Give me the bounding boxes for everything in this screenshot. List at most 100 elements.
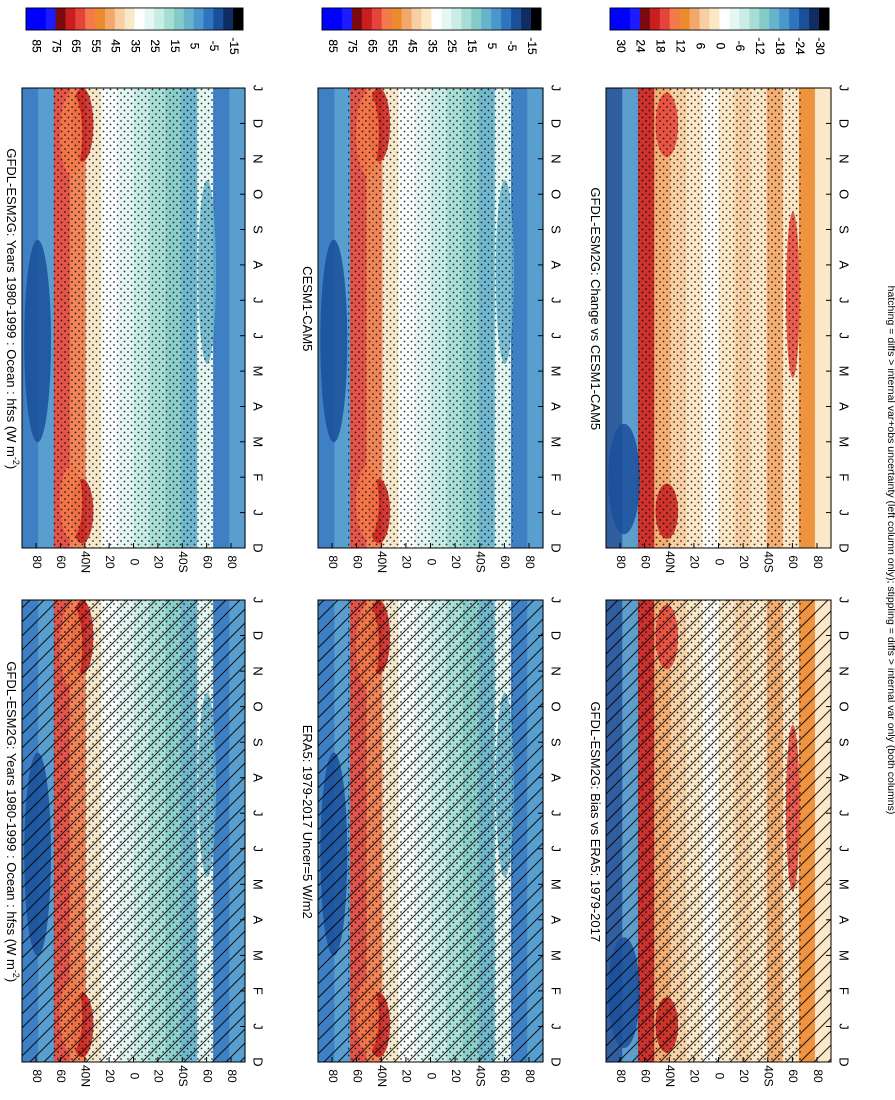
colorbar-label: 24 — [634, 39, 648, 53]
month-label: D — [251, 543, 266, 552]
colorbar-swatch — [749, 8, 760, 30]
colorbar-swatch — [35, 8, 47, 30]
month-label: F — [837, 473, 852, 481]
month-label: A — [251, 402, 266, 411]
colorbar-swatch — [391, 8, 403, 30]
month-label: J — [837, 810, 852, 817]
lat-label: 80 — [225, 555, 239, 569]
lat-label: 40N — [663, 1065, 677, 1087]
lat-label: 60 — [498, 1069, 512, 1083]
lat-label: 40S — [176, 551, 190, 572]
month-label: J — [251, 846, 266, 853]
colorbar-label: 0 — [713, 43, 727, 50]
month-label: D — [549, 543, 564, 552]
colorbar: 85 75 65 55 45 35 25 15 5 -5 -15 — [25, 7, 244, 55]
colorbar-label: -12 — [753, 37, 767, 55]
month-label: J — [837, 597, 852, 604]
colorbar-label: 5 — [188, 43, 202, 50]
colorbar-label: -15 — [227, 37, 241, 55]
month-label: D — [549, 1057, 564, 1066]
panel-title-main: GFDL-ESM2G: Years 1980-1999 : Ocean : hf… — [4, 148, 19, 457]
lat-label: 0 — [424, 1073, 438, 1080]
panel-title: GFDL-ESM2G: Years 1980-1999 : Ocean : hf… — [4, 661, 21, 982]
month-label: O — [549, 702, 564, 712]
colorbar-swatch — [213, 8, 224, 30]
colorbar-swatch — [689, 8, 700, 30]
colorbar-swatch — [75, 8, 86, 30]
lat-label: 40N — [79, 551, 93, 573]
colorbar-label: -15 — [525, 37, 539, 55]
month-label: N — [837, 154, 852, 163]
colorbar-swatch — [421, 8, 432, 30]
month-label: J — [549, 85, 564, 92]
colorbar-label: -6 — [733, 41, 747, 52]
month-label: D — [837, 543, 852, 552]
field-blob — [320, 239, 348, 443]
colorbar-label: 85 — [30, 39, 44, 53]
month-label: A — [837, 773, 852, 782]
lat-label: 80 — [30, 1069, 44, 1083]
colorbar-label: 65 — [69, 39, 83, 53]
lat-label: 20 — [688, 1069, 702, 1083]
month-label: M — [837, 436, 852, 447]
colorbar-swatch — [729, 8, 740, 30]
month-label: D — [549, 119, 564, 128]
colorbar-label: 30 — [614, 39, 628, 53]
month-label: A — [251, 773, 266, 782]
colorbar-swatch — [531, 8, 542, 30]
month-label: O — [251, 702, 266, 712]
month-label: M — [549, 950, 564, 961]
month-label: N — [251, 154, 266, 163]
colorbar-swatch — [471, 8, 482, 30]
month-label: A — [549, 773, 564, 782]
colorbar-swatch — [55, 8, 66, 30]
panel-title: CESM1-CAM5 — [300, 266, 315, 351]
month-label: D — [549, 631, 564, 640]
colorbar-label: -12 — [753, 37, 767, 55]
colorbar-label: 12 — [674, 39, 688, 53]
colorbar-label: 65 — [366, 39, 380, 53]
lat-label: 20 — [449, 555, 463, 569]
lat-label: 80 — [326, 555, 340, 569]
month-label: S — [837, 225, 852, 234]
lat-label: 0 — [127, 1073, 141, 1080]
month-label: J — [251, 597, 266, 604]
colorbar-swatch — [65, 8, 76, 30]
colorbar-label: 15 — [465, 39, 479, 53]
colorbar-swatch — [759, 8, 770, 30]
lat-label: 60 — [638, 1069, 652, 1083]
colorbar-label: 15 — [168, 39, 182, 53]
month-label: D — [837, 119, 852, 128]
colorbar-label: 5 — [485, 43, 499, 50]
panel-title: GFDL-ESM2G: Bias vs ERA5: 1979-2017 — [588, 701, 603, 942]
colorbar-label: -30 — [813, 37, 827, 55]
lat-label: 40N — [79, 1065, 93, 1087]
colorbar-label: 30 — [614, 39, 628, 53]
colorbar-swatch — [104, 8, 116, 30]
month-label: J — [549, 1023, 564, 1030]
lat-label: 20 — [152, 555, 166, 569]
month-label: S — [251, 738, 266, 747]
colorbar-swatch — [461, 8, 472, 30]
field-band — [814, 88, 832, 548]
colorbar-label: -5 — [505, 41, 519, 52]
colorbar-swatch — [401, 8, 412, 30]
lat-label: 40S — [762, 551, 776, 572]
colorbar: 85 75 65 55 45 35 25 15 5 -5 -15 — [321, 7, 542, 55]
colorbar-swatch — [223, 8, 234, 30]
colorbar-swatch — [639, 8, 651, 30]
hatch-overlay — [22, 600, 245, 1062]
colorbar-label: 75 — [346, 39, 360, 53]
colorbar-swatch — [144, 8, 155, 30]
colorbar-swatch — [481, 8, 492, 30]
month-label: O — [837, 189, 852, 199]
lat-label: 40S — [762, 1065, 776, 1086]
panel-title: GFDL-ESM2G: Years 1980-1999 : Ocean : hf… — [4, 148, 21, 469]
colorbar-label: 12 — [674, 39, 688, 53]
field-band — [229, 88, 246, 548]
panel-title: GFDL-ESM2G: Change vs CESM1-CAM5 — [588, 187, 603, 430]
month-label: M — [837, 366, 852, 377]
colorbar-label: 24 — [634, 39, 648, 53]
lat-label: 80 — [523, 1069, 537, 1083]
month-label: M — [251, 366, 266, 377]
